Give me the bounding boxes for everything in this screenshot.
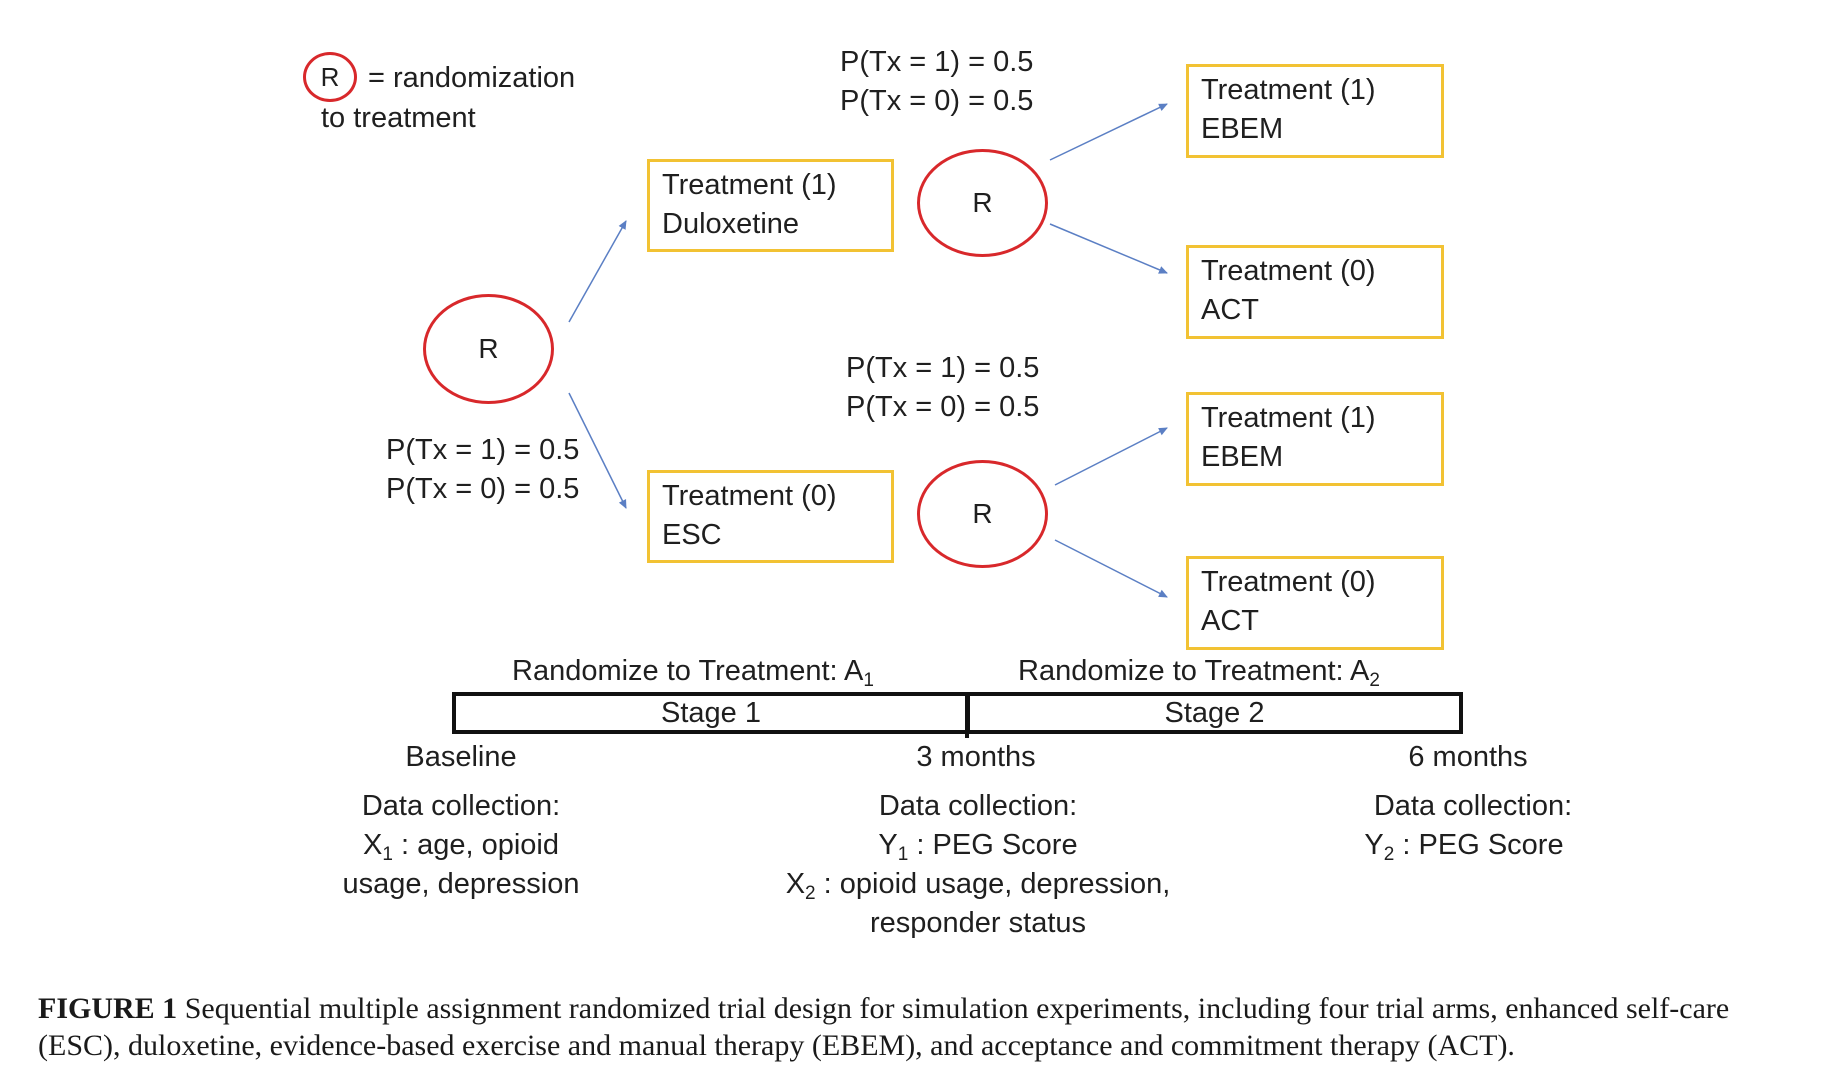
treatment-name: ACT	[1201, 605, 1259, 637]
probability-stage2-top-line1: P(Tx = 1) = 0.5	[840, 46, 1034, 78]
treatment-label: Treatment (0)	[1201, 255, 1376, 287]
treatment-name: EBEM	[1201, 113, 1284, 145]
probability-stage2-bottom-line2: P(Tx = 0) = 0.5	[846, 391, 1040, 423]
variable-description: : opioid usage, depression,	[815, 868, 1171, 900]
figure-caption-text: Sequential multiple assignment randomize…	[38, 992, 1730, 1062]
randomization-node-label: R	[972, 498, 993, 529]
treatment-label: Treatment (1)	[1201, 74, 1376, 106]
variable-subscript: 1	[897, 844, 909, 865]
randomization-node-stage2-top: R	[917, 149, 1048, 257]
randomize-label-a2: Randomize to Treatment: A2	[1018, 651, 1380, 701]
arrow-to-ebem-bottom	[1054, 427, 1168, 486]
timepoint-6-months: 6 months	[1408, 741, 1528, 773]
randomize-label-a1: Randomize to Treatment: A1	[512, 651, 874, 701]
randomization-node-label: R	[972, 187, 993, 218]
data-collection-6-months-heading: Data collection:	[1373, 790, 1573, 822]
arrow-to-esc	[568, 392, 627, 509]
randomize-label-text: Randomize to Treatment: A	[1018, 655, 1370, 687]
arrow-to-duloxetine	[568, 220, 627, 323]
variable-description: : age, opioid	[392, 829, 559, 861]
data-collection-baseline-heading: Data collection:	[361, 790, 561, 822]
arrow-to-ebem-top	[1049, 103, 1168, 161]
data-collection-6-months-line1: Y2 : PEG Score	[1364, 825, 1563, 875]
treatment-name: ESC	[662, 519, 722, 551]
randomization-node-label: R	[478, 333, 499, 364]
stage-2-bar: Stage 2	[966, 692, 1463, 734]
variable-name: Y	[878, 829, 898, 861]
legend-symbol-label: R	[320, 61, 340, 92]
legend-text-line1: = randomization	[368, 62, 576, 94]
variable-name: Y	[1364, 829, 1384, 861]
treatment-box-esc: Treatment (0) ESC	[647, 470, 894, 563]
variable-subscript: 2	[805, 883, 816, 904]
variable-subscript: 2	[1383, 844, 1395, 865]
legend-randomization-symbol: R	[303, 52, 357, 102]
figure-caption: FIGURE 1 Sequential multiple assignment …	[38, 990, 1818, 1064]
data-collection-3-months-heading: Data collection:	[878, 790, 1078, 822]
probability-stage2-top-line2: P(Tx = 0) = 0.5	[840, 85, 1034, 117]
timepoint-baseline: Baseline	[405, 741, 517, 773]
stage-1-bar: Stage 1	[452, 692, 970, 734]
treatment-label: Treatment (1)	[662, 169, 837, 201]
treatment-label: Treatment (0)	[1201, 566, 1376, 598]
data-collection-3-months-line2: X2 : opioid usage, depression,	[786, 864, 1171, 914]
treatment-box-act-bottom: Treatment (0) ACT	[1186, 556, 1444, 650]
treatment-label: Treatment (1)	[1201, 402, 1376, 434]
probability-stage1-line1: P(Tx = 1) = 0.5	[386, 434, 580, 466]
treatment-box-act-top: Treatment (0) ACT	[1186, 245, 1444, 339]
variable-name: X	[785, 868, 806, 900]
probability-stage2-bottom-line1: P(Tx = 1) = 0.5	[846, 352, 1040, 384]
treatment-label: Treatment (0)	[662, 480, 837, 512]
data-collection-3-months-line1: Y1 : PEG Score	[878, 825, 1077, 875]
variable-subscript: 1	[382, 844, 393, 865]
treatment-box-ebem-bottom: Treatment (1) EBEM	[1186, 392, 1444, 486]
variable-description: : PEG Score	[1394, 829, 1564, 861]
arrow-to-act-bottom	[1054, 539, 1168, 598]
randomize-label-subscript: 1	[863, 670, 874, 691]
stage-2-label: Stage 2	[1164, 696, 1265, 729]
randomize-label-text: Randomize to Treatment: A	[512, 655, 864, 687]
treatment-box-ebem-top: Treatment (1) EBEM	[1186, 64, 1444, 158]
variable-description: : PEG Score	[908, 829, 1078, 861]
randomization-node-stage2-bottom: R	[917, 460, 1048, 568]
randomize-label-subscript: 2	[1369, 670, 1380, 691]
treatment-name: ACT	[1201, 294, 1259, 326]
data-collection-baseline-line2: usage, depression	[342, 868, 580, 900]
timepoint-3-months: 3 months	[916, 741, 1036, 773]
treatment-name: Duloxetine	[662, 208, 800, 240]
data-collection-3-months-line3: responder status	[869, 907, 1087, 939]
stage-1-label: Stage 1	[661, 696, 761, 729]
treatment-name: EBEM	[1201, 441, 1284, 473]
probability-stage1-line2: P(Tx = 0) = 0.5	[386, 473, 580, 505]
randomization-node-stage1: R	[423, 294, 554, 404]
treatment-box-duloxetine: Treatment (1) Duloxetine	[647, 159, 894, 252]
variable-name: X	[363, 829, 383, 861]
arrow-to-act-top	[1049, 223, 1168, 274]
figure-caption-label: FIGURE 1	[38, 992, 178, 1025]
legend-text-line2: to treatment	[321, 102, 476, 134]
data-collection-baseline-line1: X1 : age, opioid	[363, 825, 559, 875]
